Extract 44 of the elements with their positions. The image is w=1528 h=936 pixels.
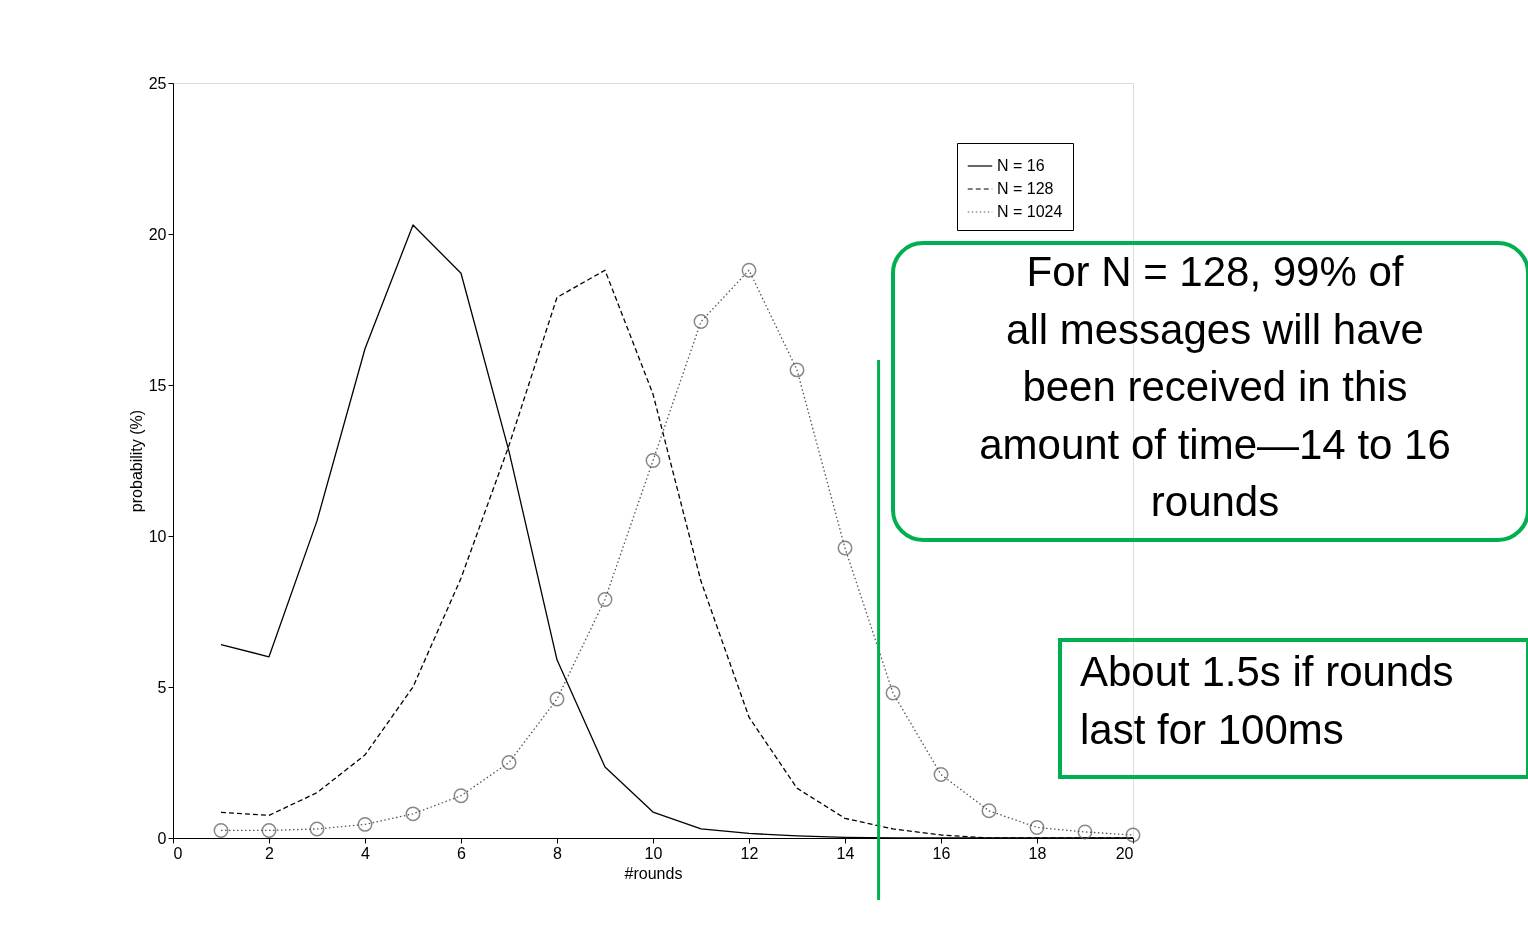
x-tick-label: 0 <box>173 844 183 862</box>
x-tick-label: 16 <box>932 844 951 862</box>
legend-label: N = 128 <box>997 180 1054 197</box>
point <box>405 806 421 822</box>
x-tick-label: 8 <box>553 844 563 862</box>
point <box>357 816 373 832</box>
x-axis-title: #rounds <box>624 864 683 882</box>
y-tick-label: 10 <box>148 527 167 545</box>
point <box>261 823 277 838</box>
x-tick-label: 18 <box>1028 844 1047 862</box>
legend-label: N = 1024 <box>997 203 1063 220</box>
point <box>933 767 949 783</box>
x-tick-label: 6 <box>457 844 467 862</box>
y-axis-title: probability (%) <box>127 409 145 513</box>
point <box>981 803 997 819</box>
point <box>1029 819 1045 835</box>
point <box>501 755 517 770</box>
point <box>549 691 565 707</box>
x-tick-label: 14 <box>836 844 855 862</box>
point <box>789 362 805 378</box>
x-tick-label: 2 <box>265 844 275 862</box>
y-tick-label: 5 <box>157 678 167 696</box>
point <box>309 821 325 837</box>
point <box>837 540 853 556</box>
point <box>885 685 901 701</box>
point <box>453 788 469 804</box>
point <box>693 314 709 330</box>
point <box>645 453 661 468</box>
x-tick-label: 12 <box>740 844 759 862</box>
y-tick-label: 15 <box>148 376 167 394</box>
y-tick-label: 0 <box>157 829 167 847</box>
x-tick-label: 10 <box>644 844 663 862</box>
y-tick-label: 20 <box>148 225 167 243</box>
x-tick-label: 4 <box>361 844 371 862</box>
point <box>213 823 229 838</box>
x-tick-label: 20 <box>1115 844 1134 862</box>
point <box>597 591 613 607</box>
legend-label: N = 16 <box>997 157 1045 174</box>
point <box>741 262 757 278</box>
annotation: About 1.5s if rounds last for 100ms <box>1080 648 1454 753</box>
point <box>1077 824 1093 840</box>
annotation: For N = 128, 99% of all messages will have been received in this amount of time—14 to 16 rounds <box>979 248 1451 525</box>
point <box>1125 827 1141 843</box>
y-tick-label: 25 <box>148 74 167 92</box>
